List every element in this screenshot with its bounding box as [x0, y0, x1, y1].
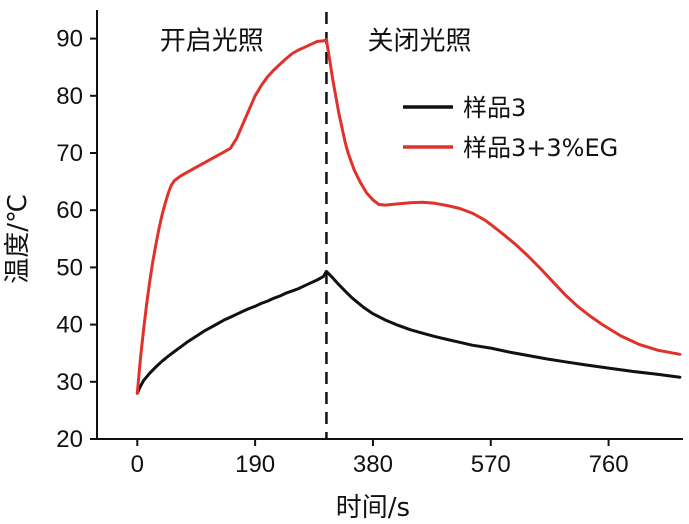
y-tick-label: 60 — [56, 197, 83, 224]
chart-text: 0 190 380 570 760 20 30 40 50 60 70 80 90 时间/s 温度/℃ 开启光… — [3, 26, 629, 523]
axes — [90, 10, 683, 446]
x-tick-label: 760 — [589, 451, 629, 478]
annotation-light-on: 开启光照 — [160, 27, 264, 57]
y-tick-label: 20 — [56, 426, 83, 453]
legend-label: 样品3+3%EG — [463, 134, 618, 162]
x-axis-title: 时间/s — [336, 493, 410, 523]
x-tick-label: 190 — [235, 451, 275, 478]
x-tick-label: 380 — [353, 451, 393, 478]
plot-area — [135, 12, 682, 439]
legend-label: 样品3 — [463, 94, 526, 122]
series-line-sample3-eg — [135, 38, 682, 395]
annotation-light-off: 关闭光照 — [367, 27, 471, 57]
y-tick-label: 50 — [56, 254, 83, 281]
y-tick-label: 80 — [56, 83, 83, 110]
y-tick-label: 30 — [56, 369, 83, 396]
series-line-sample3 — [135, 269, 682, 395]
y-tick-label: 90 — [56, 26, 83, 53]
x-tick-label: 570 — [471, 451, 511, 478]
y-tick-label: 70 — [56, 140, 83, 167]
y-axis-title: 温度/℃ — [3, 194, 33, 284]
y-tick-label: 40 — [56, 312, 83, 339]
x-tick-label: 0 — [131, 451, 144, 478]
